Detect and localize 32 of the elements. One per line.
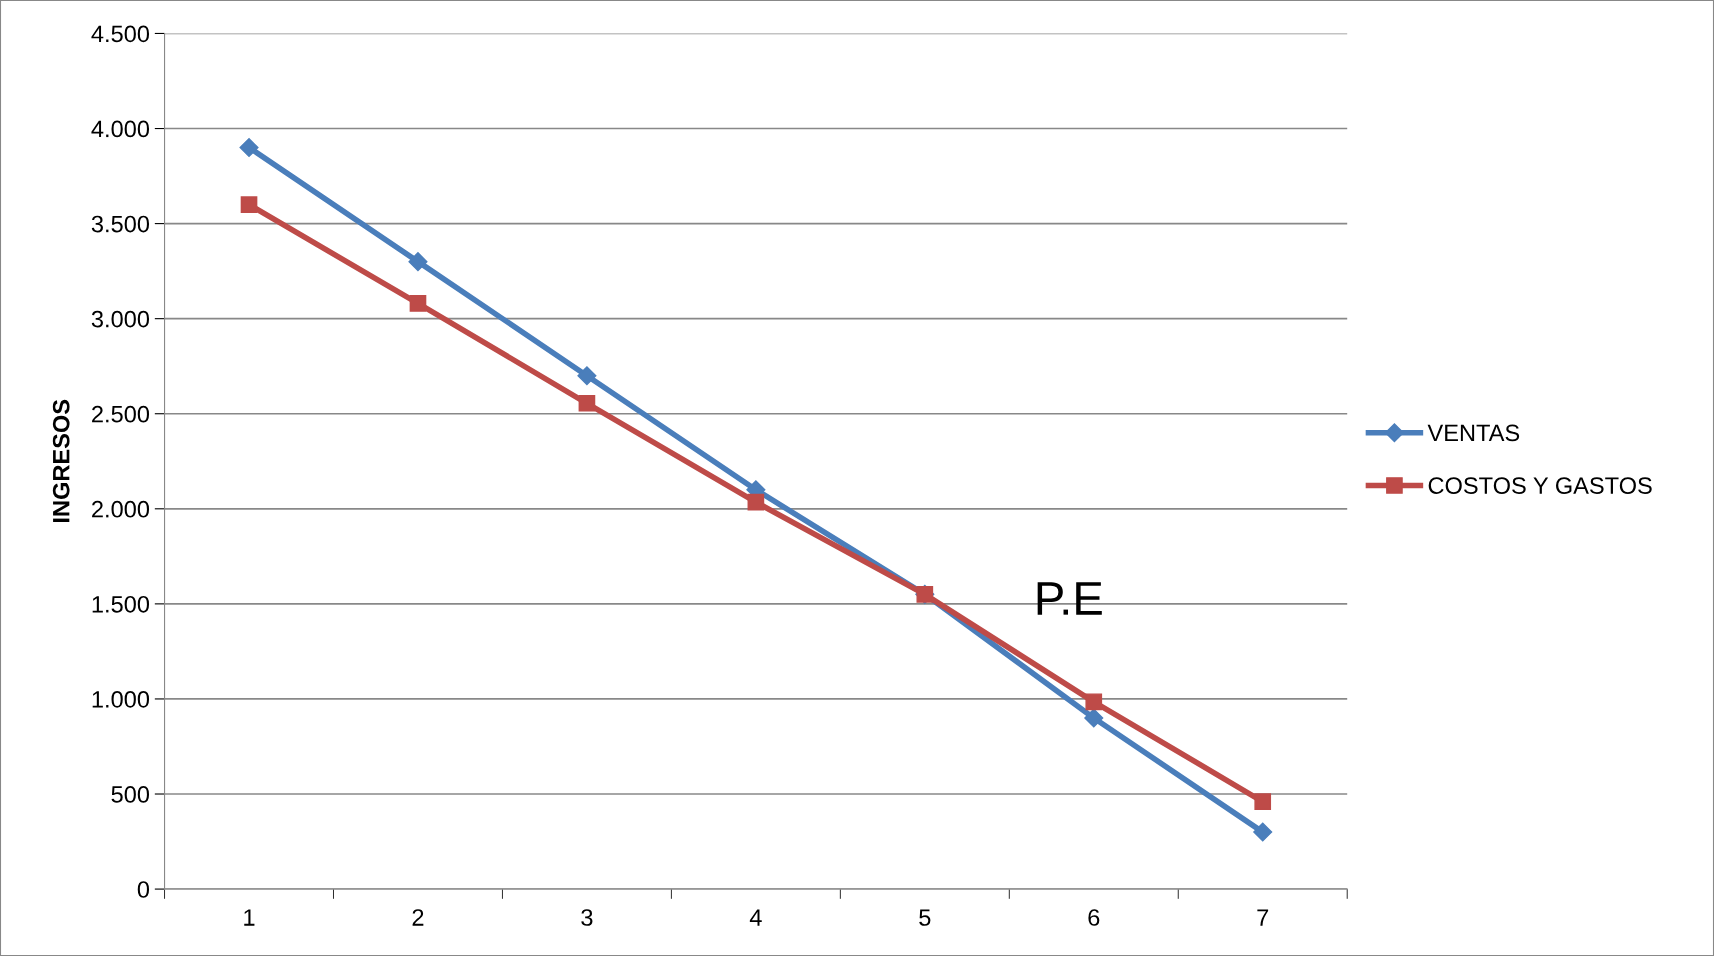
point xyxy=(408,252,428,272)
x-tick-label: 6 xyxy=(1088,909,1100,926)
x-tick-label: 4 xyxy=(749,909,762,926)
point xyxy=(240,196,258,213)
point xyxy=(409,295,427,312)
legend-label: VENTAS xyxy=(1427,424,1520,442)
annotation: P.E xyxy=(1037,582,1102,615)
point xyxy=(1084,708,1104,728)
y-tick-label: 3.500 xyxy=(91,215,150,233)
point xyxy=(1085,693,1103,711)
legend-label: COSTOS Y GASTOS xyxy=(1428,477,1652,494)
x-tick-label: 1 xyxy=(244,909,255,926)
y-tick-label: 0 xyxy=(137,881,150,898)
y-tick-label: 2.500 xyxy=(92,405,150,423)
y-tick-label: 1.000 xyxy=(92,691,150,708)
y-tick-label: 4.000 xyxy=(91,120,150,138)
y-axis-title: INGRESOS xyxy=(52,399,70,523)
point xyxy=(747,493,765,511)
x-tick-label: 7 xyxy=(1257,909,1269,926)
point xyxy=(578,394,596,412)
y-tick-label: 1.500 xyxy=(92,595,150,613)
point xyxy=(1253,822,1273,842)
point xyxy=(577,366,597,386)
x-tick-label: 3 xyxy=(581,909,593,926)
point xyxy=(1254,793,1272,810)
y-tick-label: 2.000 xyxy=(92,500,150,518)
y-tick-label: 3.000 xyxy=(91,310,150,328)
point xyxy=(239,138,259,158)
x-tick-label: 2 xyxy=(412,909,424,926)
x-tick-label: 5 xyxy=(919,909,931,926)
y-tick-label: 500 xyxy=(111,786,150,803)
y-tick-label: 4.500 xyxy=(91,25,150,43)
